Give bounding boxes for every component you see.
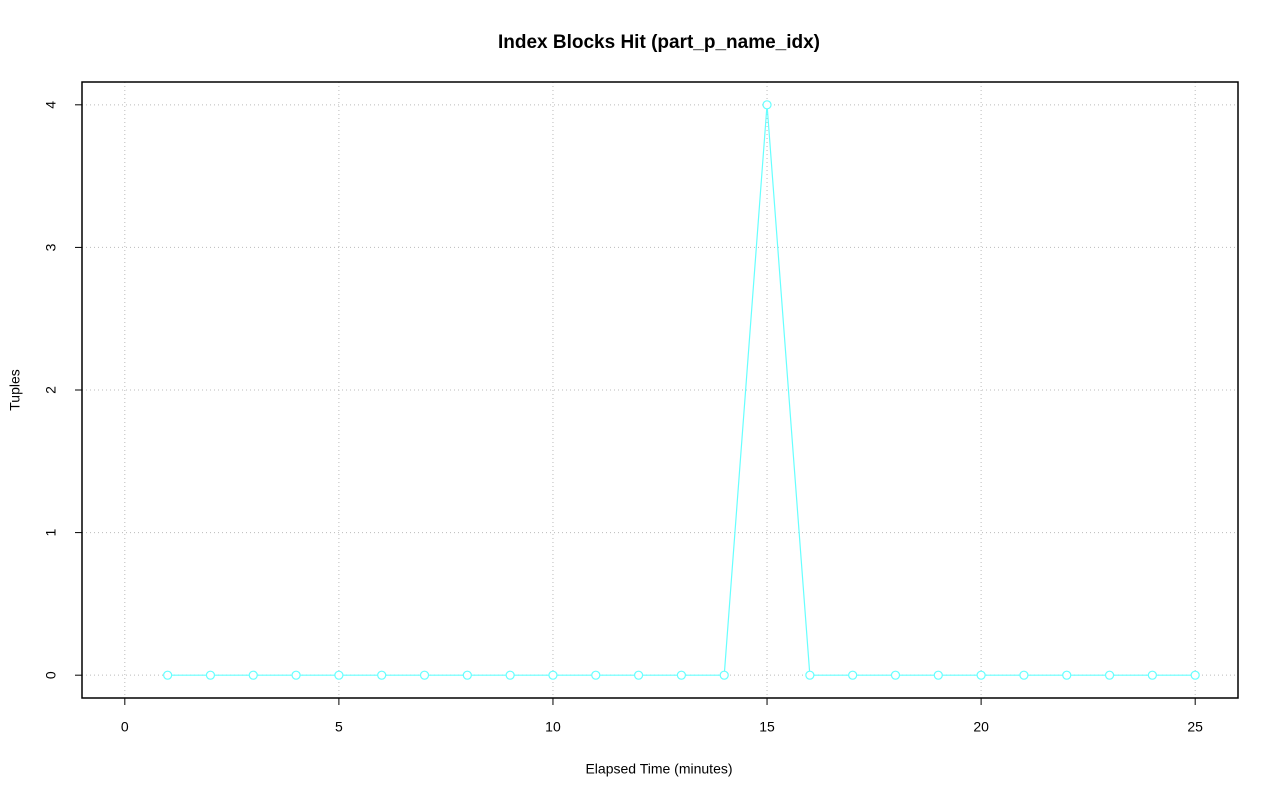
point (1190, 670, 1200, 680)
point (419, 670, 430, 680)
point (291, 670, 301, 680)
point (591, 670, 601, 680)
x-tick-label: 20 (973, 719, 989, 735)
point (462, 670, 472, 680)
point (505, 670, 515, 680)
point (676, 670, 687, 680)
point (248, 670, 258, 680)
point (548, 670, 558, 680)
y-tick-label: 4 (43, 101, 59, 109)
point (633, 670, 644, 680)
y-tick-label: 1 (43, 528, 59, 536)
point (890, 670, 901, 680)
point (762, 100, 772, 110)
point (377, 670, 387, 680)
y-tick-label: 3 (43, 243, 59, 251)
y-tick-label: 0 (43, 671, 59, 679)
chart-title: Index Blocks Hit (part_p_name_idx) (498, 32, 820, 53)
point (1019, 670, 1029, 680)
x-axis-label: Elapsed Time (minutes) (585, 761, 732, 777)
x-tick-label: 5 (335, 719, 343, 735)
x-tick-label: 15 (759, 719, 775, 735)
point (334, 670, 344, 680)
point (1104, 670, 1115, 680)
x-tick-label: 25 (1187, 719, 1203, 735)
x-tick-label: 0 (121, 719, 129, 735)
point (1147, 670, 1157, 680)
point (848, 670, 858, 680)
point (1062, 670, 1072, 680)
x-tick-label: 10 (545, 719, 561, 735)
y-tick-label: 2 (43, 386, 59, 394)
point (805, 670, 815, 680)
point (719, 670, 729, 680)
point (163, 670, 173, 680)
plot-frame (81, 81, 1239, 699)
point (933, 670, 943, 680)
y-axis-label: Tuples (7, 369, 23, 411)
point (205, 670, 216, 680)
point (976, 670, 986, 680)
